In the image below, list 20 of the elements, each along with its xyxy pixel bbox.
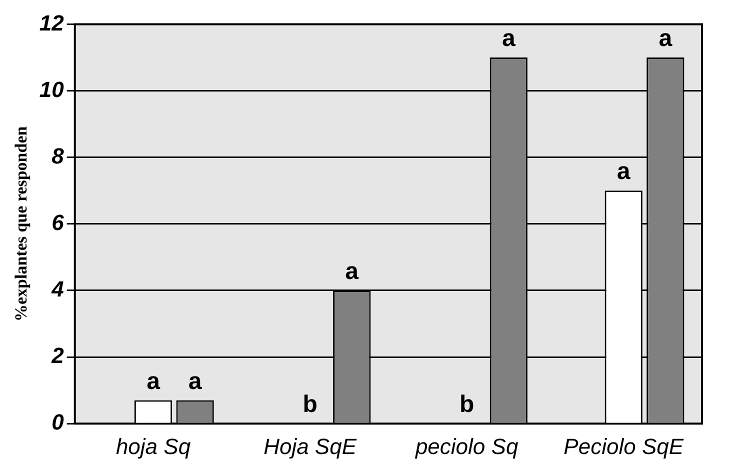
x-tick-label: peciolo Sq — [414, 434, 519, 459]
y-tick-label: 12 — [39, 10, 65, 36]
data-label: a — [345, 258, 360, 286]
x-tick-label: Hoja SqE — [264, 434, 357, 459]
data-label: a — [616, 158, 631, 186]
y-tick-label: 6 — [52, 210, 65, 235]
y-axis-title: %explantes que responden — [12, 126, 31, 322]
y-tick-label: 10 — [39, 76, 65, 102]
x-tick-label: hoja Sq — [116, 434, 192, 459]
y-tick-label: 2 — [50, 343, 65, 368]
y-tick-label: 8 — [52, 143, 65, 168]
data-label: b — [459, 391, 474, 418]
y-tick-label: 0 — [52, 410, 65, 435]
y-tick-label: 4 — [50, 276, 64, 302]
data-label: a — [502, 25, 516, 52]
data-label: b — [302, 391, 318, 418]
data-label: a — [146, 368, 161, 395]
data-label: a — [658, 25, 673, 52]
data-label: a — [188, 368, 202, 395]
x-tick-label: Peciolo SqE — [564, 434, 684, 459]
